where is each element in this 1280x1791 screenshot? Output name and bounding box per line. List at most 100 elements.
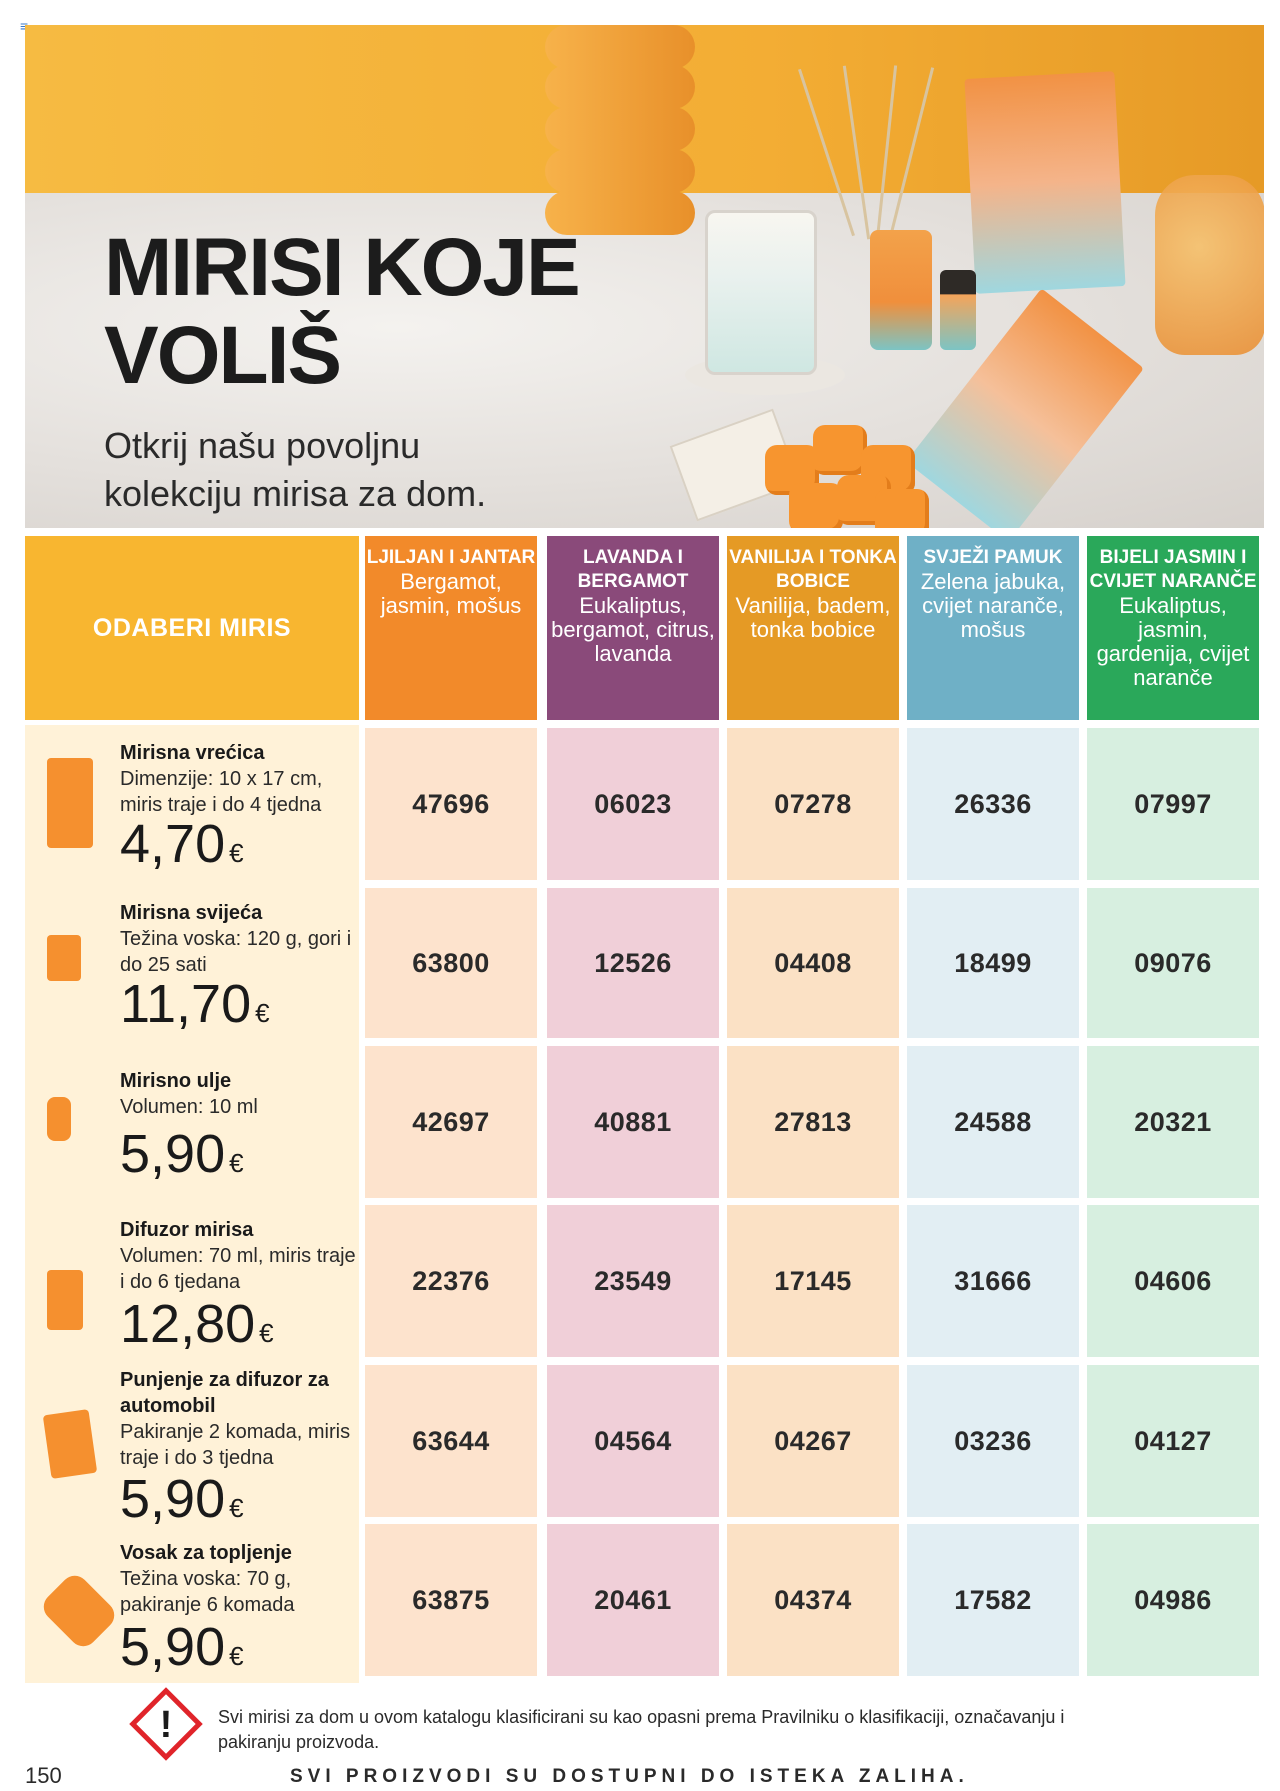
scent-header-2: LAVANDA I BERGAMOT Eukaliptus, bergamot, … — [547, 536, 719, 720]
product-name: Mirisna svijeća — [120, 902, 263, 924]
currency-symbol: € — [229, 1493, 244, 1523]
page-title: MIRISI KOJE VOLIŠ — [104, 222, 581, 401]
product-code-cell: 24588 — [907, 1046, 1079, 1198]
product-description: Dimenzije: 10 x 17 cm, miris traje i do … — [120, 768, 323, 816]
product-price: 11,70 € — [120, 975, 270, 1042]
product-description: Težina voska: 70 g, pakiranje 6 komada — [120, 1568, 295, 1616]
page-subtitle-line2: kolekciju mirisa za dom. — [104, 473, 487, 514]
page-number: 150 — [25, 1763, 62, 1788]
product-code-cell: 09076 — [1087, 888, 1259, 1038]
product-code-cell: 06023 — [547, 728, 719, 880]
currency-symbol: € — [229, 838, 244, 868]
price-value: 5,90 — [120, 1469, 226, 1529]
decor-glass — [1155, 175, 1264, 355]
product-code-cell: 12526 — [547, 888, 719, 1038]
page-subtitle-line1: Otkrij našu povoljnu — [104, 425, 421, 466]
product-name: Punjenje za difuzor za automobil — [120, 1369, 329, 1417]
product-code-cell: 04606 — [1087, 1205, 1259, 1357]
decor-oil-bottle — [940, 270, 976, 350]
product-code-cell: 20321 — [1087, 1046, 1259, 1198]
price-value: 4,70 — [120, 814, 226, 874]
product-name: Difuzor mirisa — [120, 1219, 254, 1241]
product-price: 4,70 € — [120, 815, 244, 882]
scent-name: LJILJAN I JANTAR — [366, 547, 536, 568]
product-price: 5,90 € — [120, 1470, 244, 1537]
scent-name: VANILIJA I TONKA BOBICE — [729, 547, 897, 592]
product-code-cell: 31666 — [907, 1205, 1079, 1357]
product-code-cell: 42697 — [365, 1046, 537, 1198]
product-name: Mirisno ulje — [120, 1070, 232, 1092]
scent-name: BIJELI JASMIN I CVIJET NARANČE — [1089, 547, 1257, 592]
product-code-cell: 63644 — [365, 1365, 537, 1517]
product-code-cell: 04374 — [727, 1524, 899, 1676]
product-code-cell: 22376 — [365, 1205, 537, 1357]
product-code-cell: 04408 — [727, 888, 899, 1038]
scent-notes: Zelena jabuka, cvijet naranče, mošus — [920, 569, 1066, 642]
page-subtitle: Otkrij našu povoljnu kolekciju mirisa za… — [104, 422, 486, 518]
product-code-cell: 23549 — [547, 1205, 719, 1357]
hero-banner — [25, 25, 1264, 528]
product-code-cell: 17145 — [727, 1205, 899, 1357]
scent-notes: Eukaliptus, bergamot, citrus, lavanda — [551, 593, 715, 666]
product-code-cell: 63800 — [365, 888, 537, 1038]
reed-diffuser-icon — [47, 1270, 83, 1330]
product-price: 5,90 € — [120, 1125, 244, 1192]
scent-header-5: BIJELI JASMIN I CVIJET NARANČE Eukaliptus… — [1087, 536, 1259, 720]
product-description: Volumen: 10 ml — [120, 1096, 258, 1118]
product-code-cell: 07278 — [727, 728, 899, 880]
product-code-cell: 04267 — [727, 1365, 899, 1517]
scent-notes: Bergamot, jasmin, mošus — [380, 569, 522, 618]
product-description: Težina voska: 120 g, gori i do 25 sati — [120, 928, 352, 976]
sachet-icon — [47, 758, 93, 848]
product-code-cell: 04127 — [1087, 1365, 1259, 1517]
product-code-cell: 20461 — [547, 1524, 719, 1676]
scent-name: LAVANDA I BERGAMOT — [577, 547, 689, 592]
product-code-cell: 03236 — [907, 1365, 1079, 1517]
product-description: Volumen: 70 ml, miris traje i do 6 tjeda… — [120, 1245, 356, 1293]
price-value: 5,90 — [120, 1124, 226, 1184]
availability-notice: SVI PROIZVODI SU DOSTUPNI DO ISTEKA ZALI… — [290, 1766, 969, 1787]
currency-symbol: € — [229, 1148, 244, 1178]
scent-header-3: VANILIJA I TONKA BOBICE Vanilija, badem, … — [727, 536, 899, 720]
car-diffuser-refill-icon — [42, 1409, 98, 1479]
product-code-cell: 27813 — [727, 1046, 899, 1198]
exclamation-icon: ! — [159, 1704, 173, 1746]
page-title-line1: MIRISI KOJE — [104, 222, 581, 313]
decor-candle — [705, 210, 817, 375]
product-price: 12,80 € — [120, 1295, 274, 1362]
product-code-cell: 07997 — [1087, 728, 1259, 880]
scent-notes: Eukaliptus, jasmin, gardenija, cvijet na… — [1096, 593, 1250, 690]
product-code-cell: 18499 — [907, 888, 1079, 1038]
choose-scent-header: ODABERI MIRIS — [25, 536, 359, 720]
decor-vase — [545, 25, 695, 240]
oil-bottle-icon — [47, 1097, 71, 1141]
product-code-cell: 04986 — [1087, 1524, 1259, 1676]
scent-header-4: SVJEŽI PAMUK Zelena jabuka, cvijet naranč… — [907, 536, 1079, 720]
scent-notes: Vanilija, badem, tonka bobice — [735, 593, 891, 642]
price-value: 12,80 — [120, 1294, 256, 1354]
decor-wax-melts — [765, 425, 929, 528]
product-code-cell: 17582 — [907, 1524, 1079, 1676]
decor-sachet — [964, 71, 1126, 294]
choose-scent-label: ODABERI MIRIS — [92, 613, 292, 642]
price-value: 5,90 — [120, 1617, 226, 1677]
product-name: Vosak za topljenje — [120, 1542, 292, 1564]
menu-icon[interactable]: ≡ — [20, 18, 28, 34]
scent-name: SVJEŽI PAMUK — [923, 547, 1063, 568]
price-value: 11,70 — [120, 974, 252, 1034]
decor-diffuser-bottle — [870, 230, 932, 350]
currency-symbol: € — [259, 1318, 274, 1348]
currency-symbol: € — [229, 1641, 244, 1671]
product-code-cell: 63875 — [365, 1524, 537, 1676]
candle-icon — [47, 935, 81, 981]
product-code-cell: 40881 — [547, 1046, 719, 1198]
product-name: Mirisna vrećica — [120, 742, 265, 764]
product-panel — [25, 725, 359, 1683]
warning-text: Svi mirisi za dom u ovom katalogu klasif… — [218, 1707, 1065, 1752]
product-code-cell: 04564 — [547, 1365, 719, 1517]
currency-symbol: € — [255, 998, 270, 1028]
product-code-cell: 26336 — [907, 728, 1079, 880]
page-title-line2: VOLIŠ — [104, 310, 342, 401]
product-code-cell: 47696 — [365, 728, 537, 880]
product-description: Pakiranje 2 komada, miris traje i do 3 t… — [120, 1421, 351, 1469]
